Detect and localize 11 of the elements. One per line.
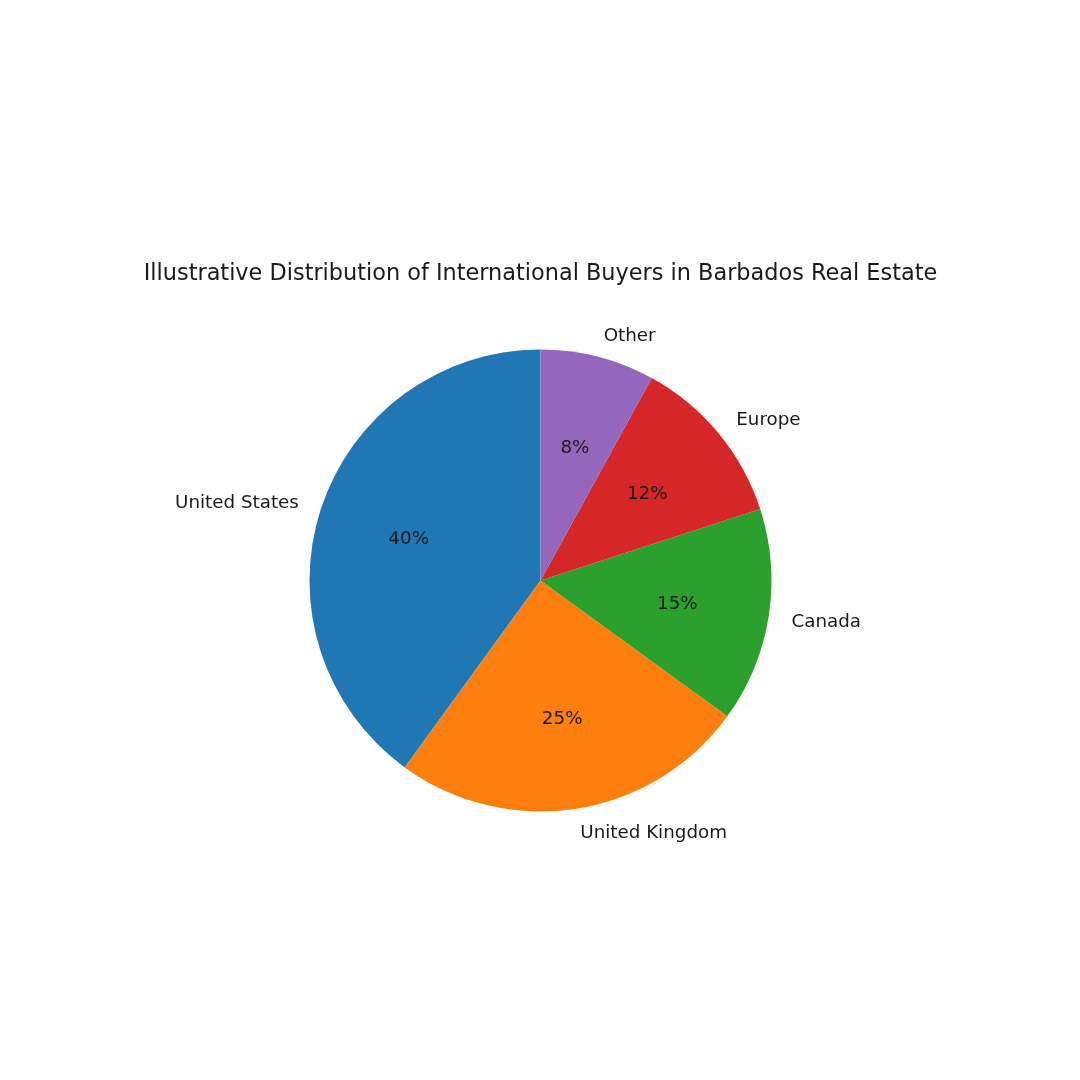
data-label: 8% — [560, 435, 590, 457]
slice-label: United Kingdom — [580, 820, 727, 842]
slice-label: Other — [603, 323, 657, 345]
data-label: 40% — [388, 527, 430, 549]
data-label: 25% — [541, 706, 583, 728]
data-label: 12% — [626, 481, 668, 503]
slice-label: United States — [175, 491, 299, 513]
slice-label: Canada — [791, 609, 862, 631]
slice-label: Europe — [736, 408, 801, 430]
data-label: 15% — [657, 591, 698, 613]
chart-title: Illustrative Distribution of International Buyers in Barbados Real Estate — [143, 258, 938, 285]
